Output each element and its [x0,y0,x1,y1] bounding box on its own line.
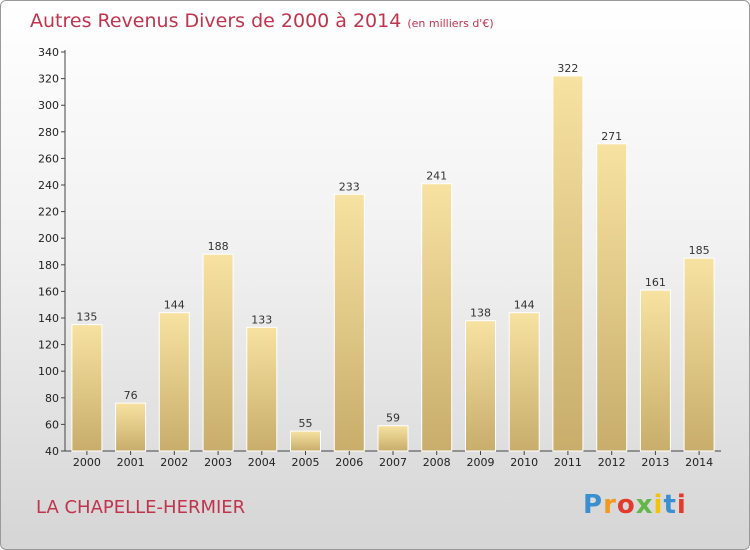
x-tick-label: 2008 [423,456,451,469]
x-tick-label: 2013 [641,456,669,469]
bar [465,320,496,452]
y-tick-label: 200 [38,232,59,245]
y-tick-label: 80 [45,392,59,405]
bar [290,430,321,452]
y-tick-label: 300 [38,99,59,112]
value-label: 59 [386,412,400,425]
value-label: 133 [251,313,272,326]
value-label: 144 [514,299,535,312]
x-tick-label: 2006 [335,456,363,469]
value-label: 138 [470,307,491,320]
y-tick-label: 180 [38,259,59,272]
proxiti-logo: Proxiti [583,490,687,520]
bar [508,312,540,452]
x-tick-label: 2004 [248,456,276,469]
bar [246,326,278,452]
y-tick-label: 280 [38,126,59,139]
y-tick-label: 260 [38,152,59,165]
bar [639,289,671,452]
title-text: Autres Revenus Divers de 2000 à 2014 [30,10,402,32]
title-unit: (en milliers d'€) [407,17,494,30]
y-tick-label: 340 [38,46,59,59]
y-tick-label: 220 [38,206,59,219]
bar [115,402,147,452]
x-tick-label: 2007 [379,456,407,469]
logo-letter: i [676,490,687,520]
value-label: 55 [299,417,313,430]
logo-letter: P [583,490,604,520]
x-tick-label: 2012 [598,456,626,469]
x-tick-label: 2003 [204,456,232,469]
y-tick-label: 60 [45,418,59,431]
value-label: 144 [164,299,185,312]
x-tick-label: 2005 [292,456,320,469]
bar [377,425,409,452]
x-tick-label: 2002 [160,456,188,469]
x-tick-label: 2010 [510,456,538,469]
value-label: 188 [208,240,229,253]
y-tick-label: 160 [38,285,59,298]
value-label: 241 [426,170,447,183]
x-tick-label: 2001 [117,456,145,469]
logo-letter: o [616,490,636,520]
y-tick-label: 140 [38,312,59,325]
x-tick-label: 2009 [467,456,495,469]
y-tick-label: 120 [38,339,59,352]
bar [333,193,365,452]
x-tick-label: 2011 [554,456,582,469]
logo-letter: x [635,490,654,520]
bar [71,324,103,452]
y-tick-label: 100 [38,365,59,378]
y-tick-label: 40 [45,445,59,458]
bar [202,253,234,452]
logo-letter: r [603,490,617,520]
commune-name: LA CHAPELLE-HERMIER [36,497,246,518]
bar [158,312,190,452]
value-label: 233 [339,180,360,193]
bar [552,75,584,452]
bar [596,143,628,452]
value-label: 185 [689,244,710,257]
logo-letter: i [653,490,664,520]
value-label: 161 [645,276,666,289]
y-tick-label: 240 [38,179,59,192]
bar [421,183,453,452]
chart-title: Autres Revenus Divers de 2000 à 2014 (en … [30,10,494,32]
value-label: 135 [76,311,97,324]
bar [683,257,715,452]
value-label: 76 [124,389,138,402]
value-label: 322 [557,62,578,75]
value-label: 271 [601,130,622,143]
logo-letter: t [663,490,677,520]
x-tick-label: 2014 [685,456,713,469]
y-tick-label: 320 [38,73,59,86]
x-tick-label: 2000 [73,456,101,469]
